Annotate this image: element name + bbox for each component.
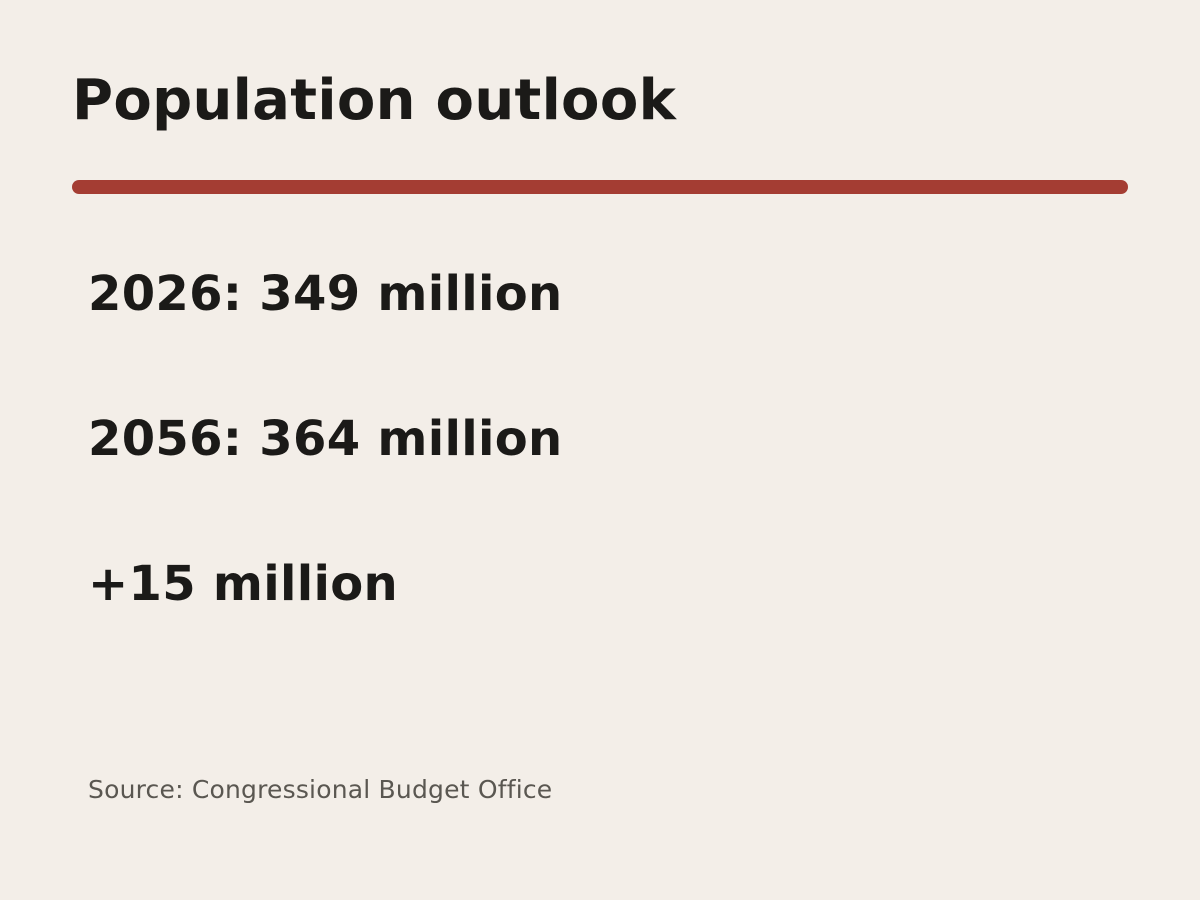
stat-2056-population: 2056: 364 million [88, 411, 563, 467]
page-title: Population outlook [72, 68, 677, 133]
source-note: Source: Congressional Budget Office [88, 775, 553, 804]
stat-2026-population: 2026: 349 million [88, 266, 563, 322]
accent-divider [72, 180, 1128, 194]
stat-population-change: +15 million [88, 556, 399, 612]
